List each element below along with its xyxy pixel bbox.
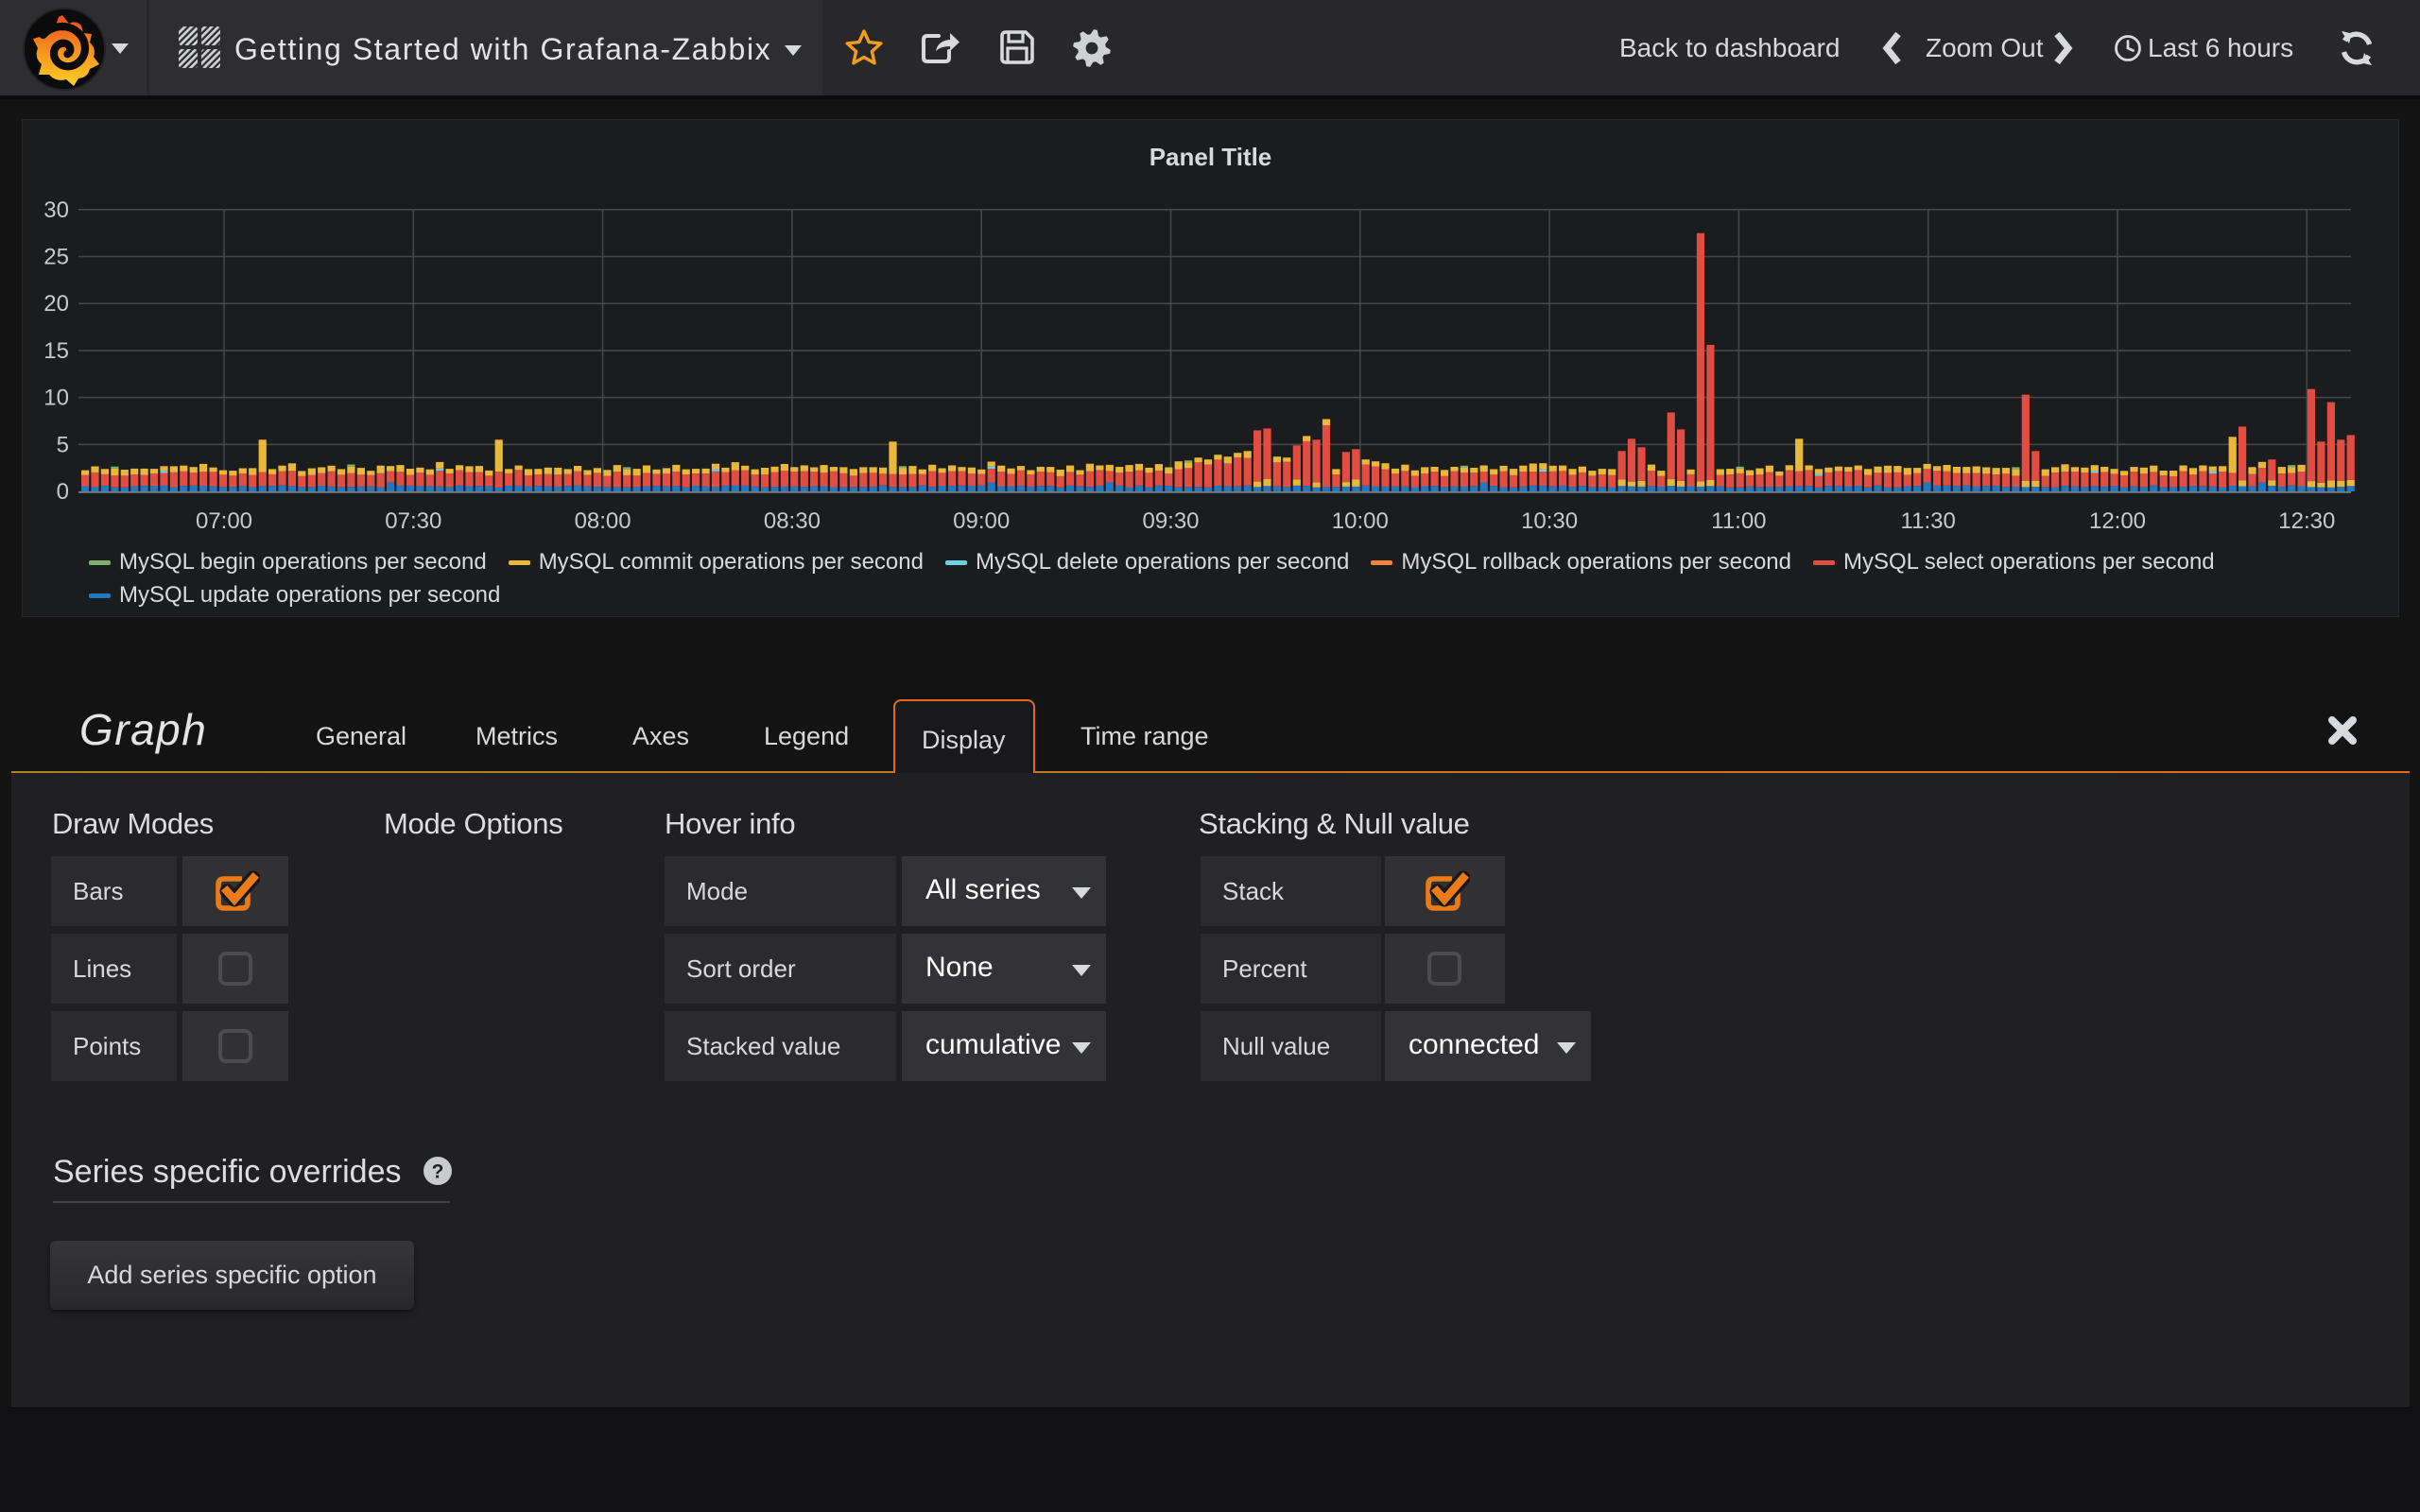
svg-text:0: 0	[57, 479, 69, 505]
svg-text:11:00: 11:00	[1711, 508, 1766, 534]
svg-text:25: 25	[43, 245, 69, 270]
svg-text:30: 30	[43, 198, 69, 223]
svg-text:5: 5	[57, 432, 69, 457]
svg-text:?: ?	[432, 1161, 444, 1183]
svg-text:07:30: 07:30	[385, 508, 441, 534]
svg-text:09:30: 09:30	[1142, 508, 1199, 534]
svg-text:11:30: 11:30	[1901, 508, 1956, 534]
svg-text:10:00: 10:00	[1332, 508, 1389, 534]
svg-text:20: 20	[43, 291, 69, 317]
svg-text:12:30: 12:30	[2278, 508, 2335, 534]
svg-text:15: 15	[43, 338, 69, 364]
svg-text:08:30: 08:30	[764, 508, 821, 534]
svg-text:10:30: 10:30	[1521, 508, 1578, 534]
svg-text:12:00: 12:00	[2089, 508, 2146, 534]
svg-text:07:00: 07:00	[196, 508, 252, 534]
svg-text:10: 10	[43, 386, 69, 411]
svg-text:09:00: 09:00	[953, 508, 1010, 534]
svg-text:08:00: 08:00	[575, 508, 631, 534]
